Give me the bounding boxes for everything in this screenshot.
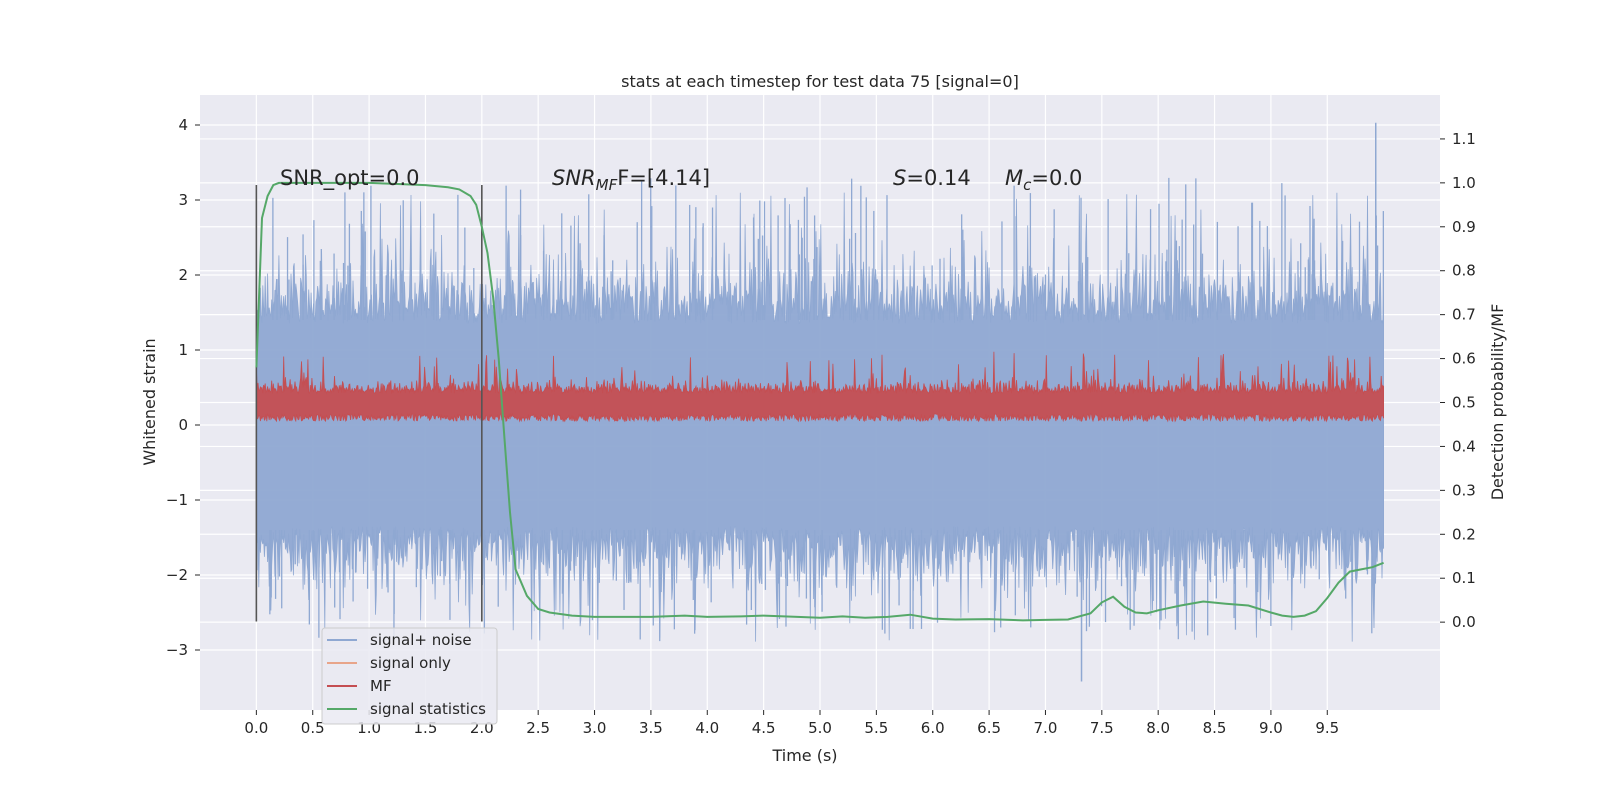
y-right-tick-label: 0.1	[1452, 569, 1476, 587]
y-tick-label: 1	[178, 341, 188, 359]
legend-label-statistics: signal statistics	[370, 700, 486, 718]
y-right-tick-label: 0.4	[1452, 437, 1476, 455]
x-axis-label: Time (s)	[771, 746, 837, 765]
y-right-tick-label: 1.1	[1452, 130, 1476, 148]
y-right-tick-label: 0.6	[1452, 350, 1476, 368]
legend-box	[321, 627, 498, 725]
annotation-s: S=0.14	[893, 166, 971, 190]
chart-title: stats at each timestep for test data 75 …	[621, 72, 1019, 91]
x-tick-label: 4.0	[695, 719, 719, 737]
x-axis-ticks: 0.0 0.5 1.0 1.5 2.0 2.5 3.0 3.5 4.0 4.5 5.0 5.5 6.0 6…	[244, 710, 1339, 737]
x-tick-label: 2.5	[526, 719, 550, 737]
legend-label-signal-only: signal only	[370, 654, 451, 672]
y-axis-right-ticks: 0.0 0.1 0.2 0.3 0.4 0.5 0.6 0.7 0.8 0.9 1.0 1.1	[1440, 130, 1476, 631]
y-tick-label: −3	[166, 641, 188, 659]
series-mf	[255, 351, 1384, 423]
x-tick-label: 4.5	[752, 719, 776, 737]
y-tick-label: 4	[178, 116, 188, 134]
x-tick-label: 5.0	[808, 719, 832, 737]
y-right-tick-label: 0.8	[1452, 262, 1476, 280]
x-tick-label: 6.5	[977, 719, 1001, 737]
annotation-snr-mf: SNRMFF=[4.14]	[552, 166, 710, 194]
x-tick-label: 7.5	[1090, 719, 1114, 737]
legend-label-noise: signal+ noise	[370, 631, 472, 649]
x-tick-label: 0.0	[244, 719, 268, 737]
y-tick-label: 3	[178, 191, 188, 209]
y-tick-label: 2	[178, 266, 188, 284]
x-tick-label: 6.0	[921, 719, 945, 737]
y-right-tick-label: 0.0	[1452, 613, 1476, 631]
x-tick-label: 7.0	[1034, 719, 1058, 737]
y-axis-ticks: −3 −2 −1 0 1 2 3 4	[166, 116, 200, 659]
y-tick-label: −2	[166, 566, 188, 584]
y-right-tick-label: 0.9	[1452, 218, 1476, 236]
y-axis-label: Whitened strain	[140, 338, 159, 465]
x-tick-label: 8.0	[1146, 719, 1170, 737]
y-axis-right-label: Detection probability/MF	[1488, 304, 1507, 501]
y-right-tick-label: 0.7	[1452, 306, 1476, 324]
y-right-tick-label: 0.3	[1452, 481, 1476, 499]
x-tick-label: 3.5	[639, 719, 663, 737]
annotation-snr-opt: SNR_opt=0.0	[280, 166, 420, 191]
x-tick-label: 3.0	[583, 719, 607, 737]
y-tick-label: 0	[178, 416, 188, 434]
y-right-tick-label: 1.0	[1452, 174, 1476, 192]
series-signal-statistics	[255, 181, 1384, 622]
x-tick-label: 5.5	[864, 719, 888, 737]
y-right-tick-label: 0.5	[1452, 394, 1476, 412]
legend: signal+ noise signal only MF signal stat…	[321, 627, 498, 725]
y-right-tick-label: 0.2	[1452, 525, 1476, 543]
statistics-line	[255, 181, 1384, 622]
x-tick-label: 8.5	[1203, 719, 1227, 737]
legend-label-mf: MF	[370, 677, 392, 695]
vertical-markers	[255, 185, 483, 622]
mf-band	[255, 351, 1384, 423]
x-tick-label: 9.0	[1259, 719, 1283, 737]
y-tick-label: −1	[166, 491, 188, 509]
annotation-mc: Mc=0.0	[1005, 166, 1082, 194]
x-tick-label: 9.5	[1315, 719, 1339, 737]
x-tick-label: 0.5	[301, 719, 325, 737]
